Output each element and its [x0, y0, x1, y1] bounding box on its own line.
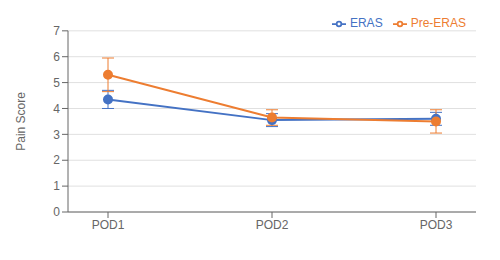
svg-text:1: 1: [53, 179, 60, 193]
svg-text:5: 5: [53, 76, 60, 90]
svg-text:7: 7: [53, 24, 60, 38]
svg-text:POD2: POD2: [256, 218, 289, 232]
svg-text:0: 0: [53, 205, 60, 219]
svg-text:Pain Score: Pain Score: [14, 92, 28, 151]
svg-text:3: 3: [53, 128, 60, 142]
html-text:ERAS: ERAS: [350, 16, 383, 30]
svg-text:POD3: POD3: [420, 218, 453, 232]
svg-text:4: 4: [53, 102, 60, 116]
svg-text:6: 6: [53, 50, 60, 64]
html-text:Pre-ERAS: Pre-ERAS: [410, 16, 466, 30]
svg-text:2: 2: [53, 153, 60, 167]
svg-text:POD1: POD1: [92, 218, 125, 232]
